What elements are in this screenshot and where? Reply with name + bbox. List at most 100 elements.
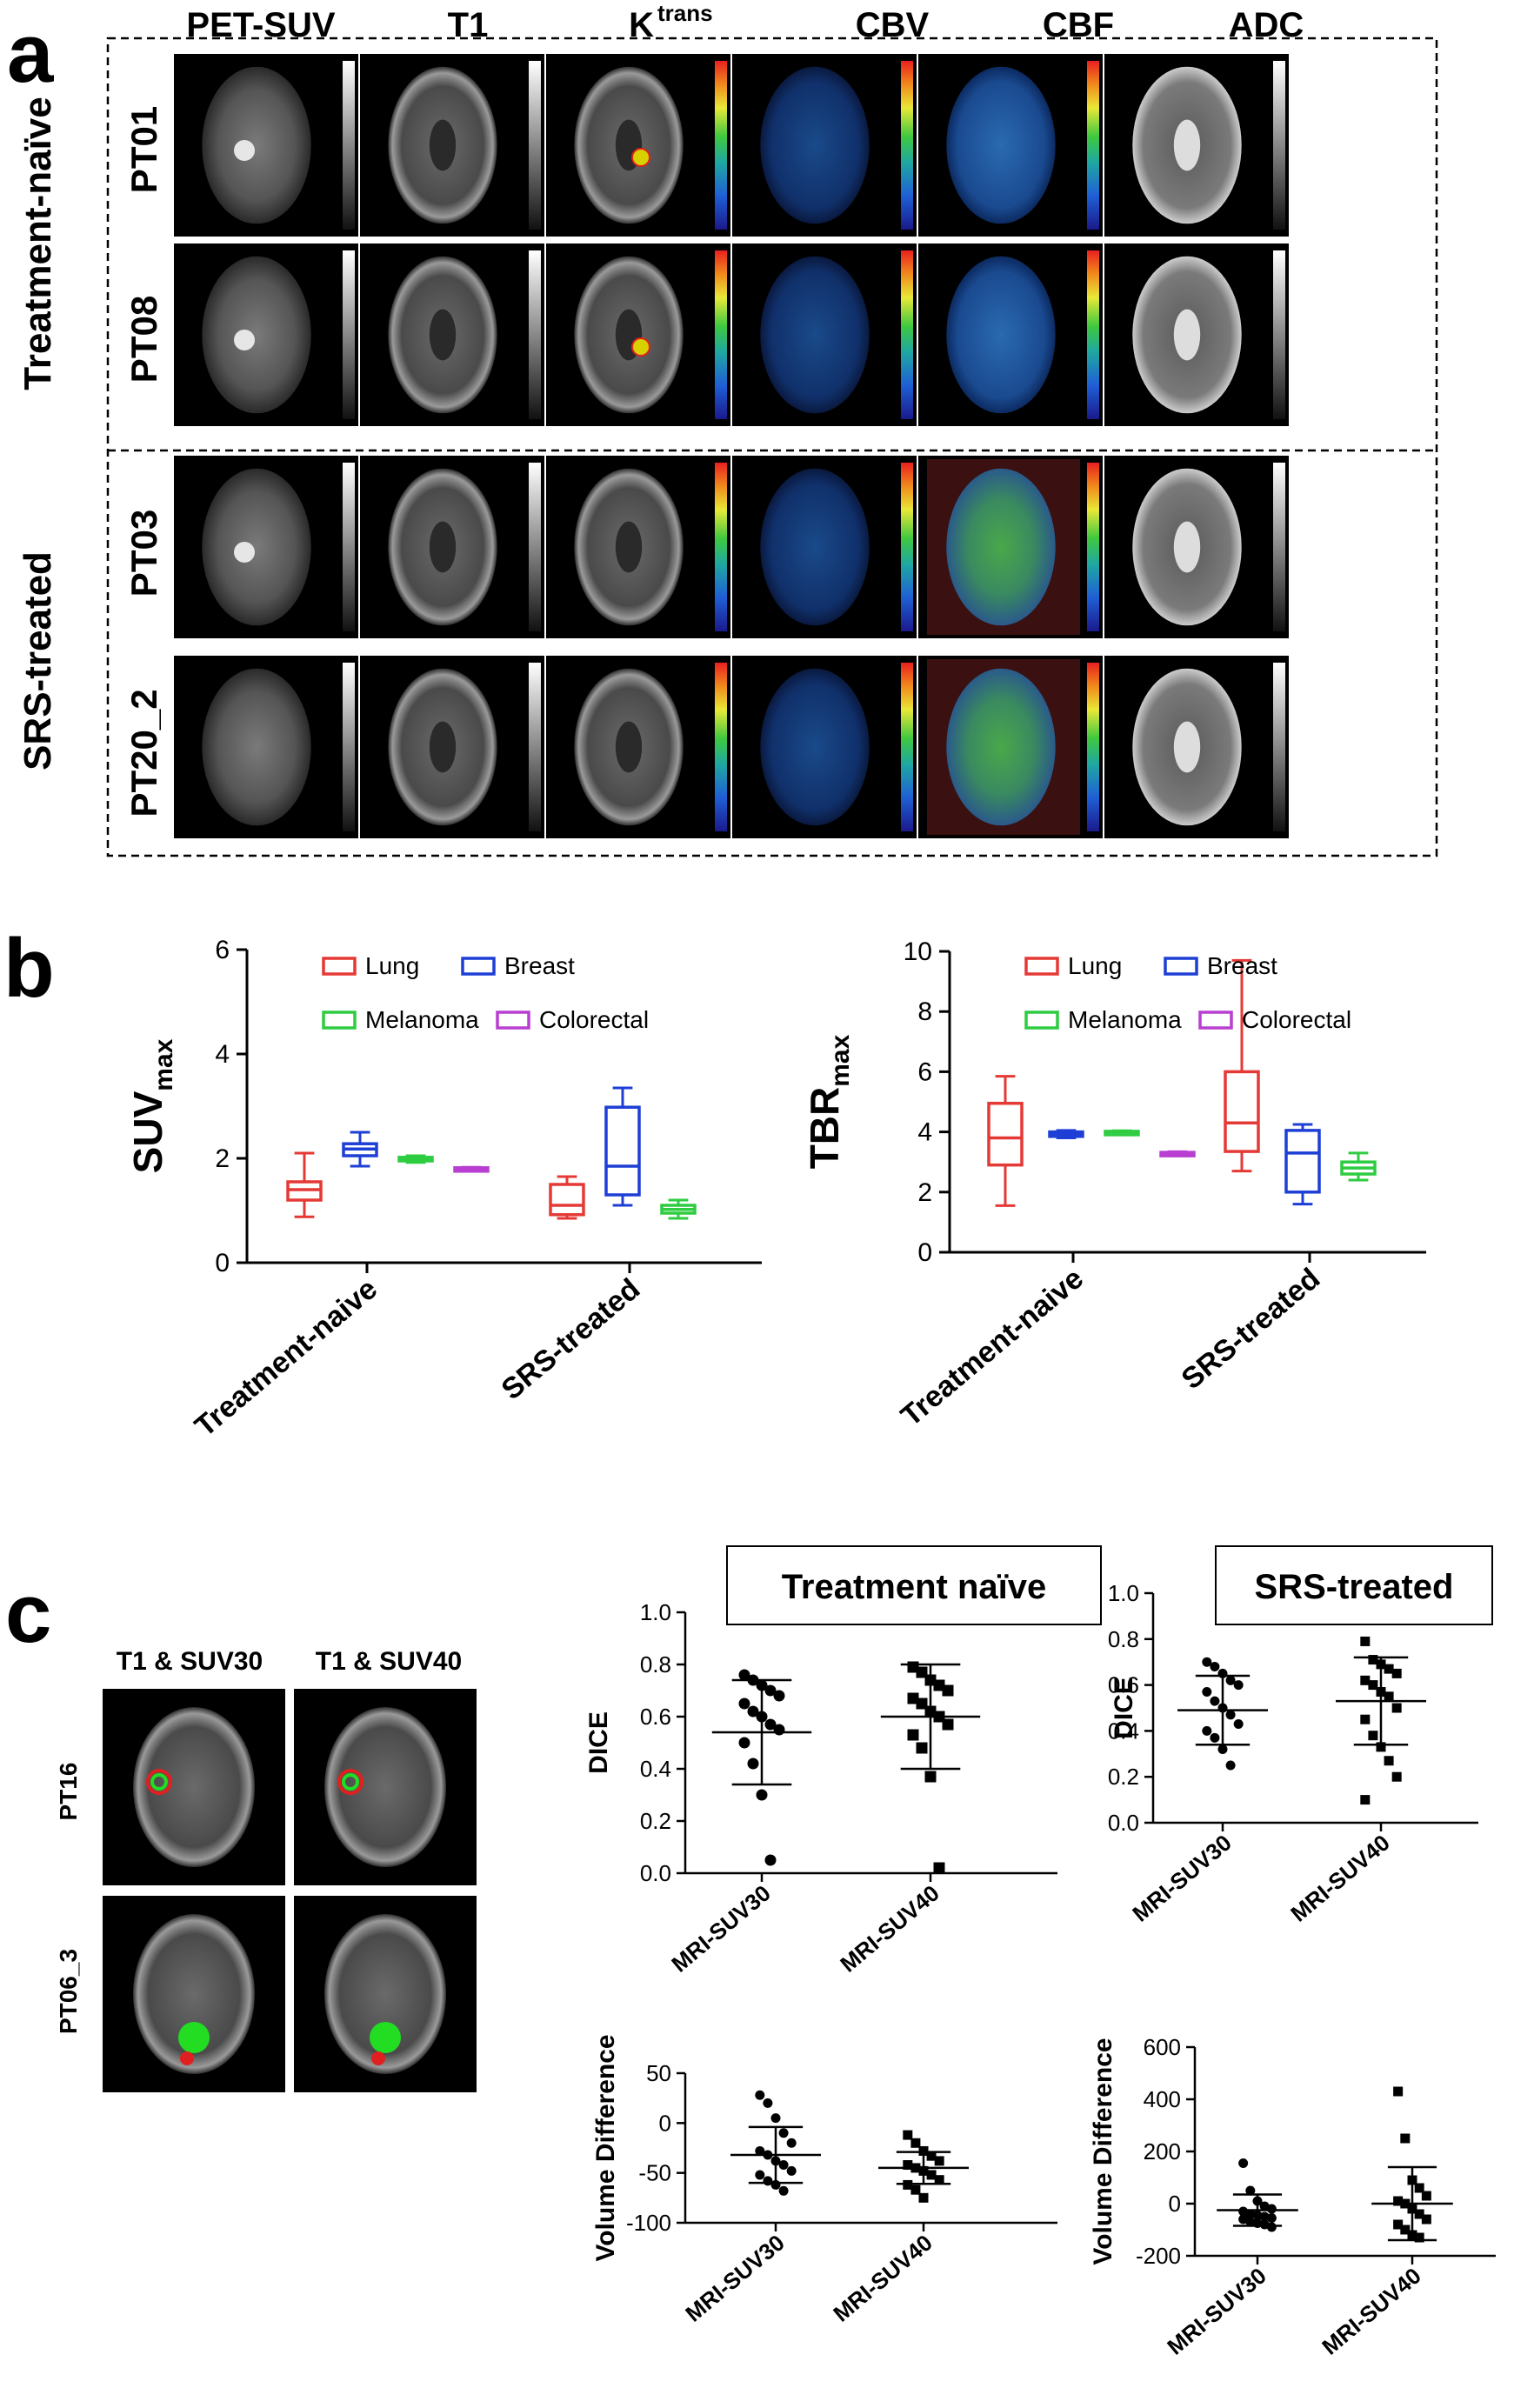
colorbar — [901, 663, 913, 831]
box-breast — [1048, 1129, 1084, 1140]
colorbar — [1087, 250, 1099, 419]
colorbar — [529, 61, 541, 230]
data-point — [1421, 2191, 1431, 2201]
thumb-brain — [133, 1914, 255, 2074]
data-point — [1391, 1703, 1402, 1713]
y-tick-label: -50 — [638, 2160, 671, 2186]
y-tick-label: 0.4 — [1108, 1718, 1139, 1744]
lesion-hotspot — [234, 140, 255, 161]
column-header-cbv: CBV — [856, 6, 930, 44]
tbrmax-legend: Lung Breast Melanoma Colorectal — [1024, 952, 1351, 1033]
brain-slice — [202, 668, 311, 826]
row-label-pt03: PT03 — [123, 510, 164, 597]
ventricle — [1173, 119, 1201, 171]
data-point — [764, 1854, 777, 1866]
y-tick-label: 0 — [659, 2110, 671, 2136]
thumb-brain — [133, 1707, 255, 1867]
category-label: MRI-SUV40 — [828, 2230, 937, 2327]
y-tick-label: -200 — [1136, 2243, 1181, 2269]
column-header-ktrans-superscript: trans — [657, 0, 713, 26]
data-point — [910, 2138, 921, 2148]
lesion-hotspot — [234, 330, 255, 350]
legend-swatch-lung — [1024, 957, 1059, 976]
ktrans-lesion — [631, 148, 650, 167]
suvmax-legend: Lung Breast Melanoma Colorectal — [322, 952, 649, 1033]
data-point — [907, 1692, 919, 1704]
legend-label-lung: Lung — [365, 952, 419, 979]
y-axis-title: DICE — [1110, 1677, 1138, 1739]
column-header-ktrans: K — [629, 6, 654, 44]
data-point — [770, 2113, 781, 2124]
ventricle — [429, 309, 457, 361]
y-tick-label: 1.0 — [640, 1599, 671, 1625]
data-point — [738, 1737, 750, 1749]
y-tick-label: 400 — [1144, 2086, 1181, 2112]
box-body — [604, 1105, 641, 1197]
data-point — [1384, 1691, 1394, 1702]
y-tick-label: 0.2 — [1108, 1764, 1139, 1790]
data-point — [1225, 1760, 1236, 1771]
legend-swatch-breast — [461, 957, 496, 976]
box-lung — [549, 1175, 585, 1220]
box-lung — [987, 1075, 1024, 1207]
roi-mri — [371, 2051, 385, 2065]
y-tick-label: 0 — [917, 1238, 932, 1267]
y-axis-title: DICE — [584, 1711, 613, 1774]
colorbar — [343, 250, 355, 419]
data-point — [1202, 1687, 1212, 1698]
category-label: SRS-treated — [1176, 1262, 1327, 1396]
data-point — [933, 1862, 945, 1874]
thumb-brain — [324, 1914, 446, 2074]
y-tick-label: 10 — [904, 937, 932, 966]
box-breast — [604, 1086, 641, 1207]
data-point — [1400, 2133, 1411, 2144]
data-point — [764, 1718, 777, 1731]
data-point — [1393, 2219, 1404, 2230]
category-label: SRS-treated — [496, 1272, 647, 1406]
data-point — [1384, 1664, 1394, 1674]
y-tick-label: 0.4 — [640, 1756, 671, 1782]
brain-slice — [202, 468, 311, 626]
legend-swatch-colorectal — [1198, 1011, 1233, 1030]
y-tick-label: 50 — [646, 2060, 671, 2086]
y-tick-label: 0.0 — [1108, 1810, 1139, 1836]
data-point — [1245, 2217, 1256, 2227]
y-tick-label: 8 — [917, 997, 932, 1026]
category-label: Treatment-naive — [189, 1272, 384, 1444]
roi-mri — [146, 1769, 172, 1795]
row-label-pt20-2: PT20_2 — [123, 689, 164, 817]
colorbar — [1273, 463, 1285, 631]
volume-naive-chart: -100 -50 0 50 Volume Difference MRI-SUV30 MRI-… — [591, 2034, 1057, 2327]
y-axis-title: Volume Difference — [591, 2034, 620, 2261]
data-point — [1376, 1742, 1386, 1752]
data-point — [786, 2138, 797, 2148]
data-point — [1391, 1771, 1402, 1782]
data-point — [778, 2159, 789, 2170]
box-colorectal — [1159, 1150, 1196, 1157]
data-point — [755, 2170, 765, 2180]
data-point — [1210, 1696, 1220, 1706]
data-point — [903, 2159, 913, 2170]
legend-swatch-melanoma — [1024, 1011, 1059, 1030]
data-point — [778, 2128, 789, 2138]
data-point — [916, 1666, 928, 1678]
data-point — [1414, 2183, 1424, 2193]
data-point — [1368, 1731, 1378, 1741]
data-point — [1360, 1636, 1371, 1646]
row-label-pt01: PT01 — [123, 106, 164, 193]
overlay-thumbnails — [103, 1689, 477, 2092]
data-point — [755, 2145, 765, 2156]
thumb-row-pt16: PT16 — [55, 1763, 82, 1821]
data-point — [1368, 1680, 1378, 1691]
data-point — [1360, 1714, 1371, 1724]
data-point — [1210, 1661, 1220, 1671]
colorbar — [715, 250, 727, 419]
volume-srs-chart: -200 0 200 400 600 Volume Difference MRI-SUV30… — [1089, 2034, 1496, 2360]
thumb-brain — [324, 1707, 446, 1867]
colorbar — [1273, 250, 1285, 419]
data-point — [778, 2185, 789, 2196]
data-point — [763, 2098, 773, 2108]
colorbar — [1273, 663, 1285, 831]
box-body — [1284, 1129, 1321, 1194]
data-point — [1266, 2222, 1277, 2232]
